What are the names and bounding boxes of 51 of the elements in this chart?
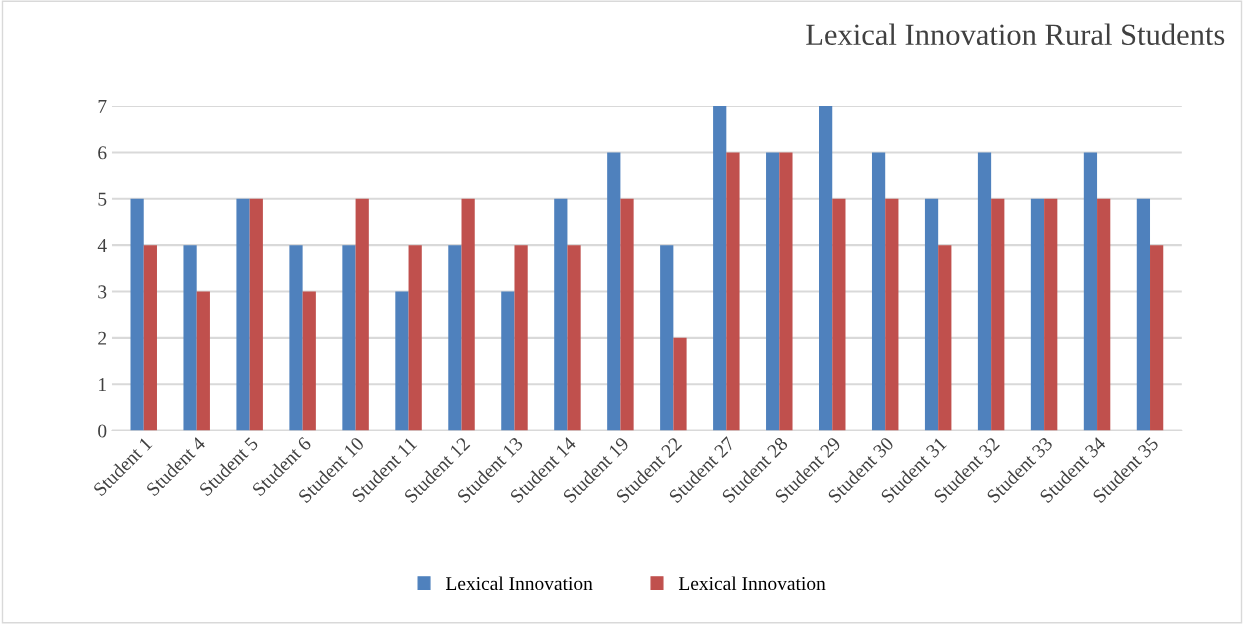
bar <box>991 198 1005 431</box>
bar <box>819 106 833 431</box>
bar <box>143 245 157 431</box>
y-tick-label: 5 <box>98 192 107 206</box>
bar <box>713 106 727 431</box>
bar <box>871 152 886 431</box>
bar <box>832 198 846 431</box>
bar <box>673 337 687 431</box>
bar <box>461 198 475 431</box>
bar <box>514 245 528 431</box>
bar <box>924 198 939 431</box>
bar <box>289 245 303 431</box>
bar <box>130 198 144 431</box>
y-tick-label: 0 <box>98 424 107 438</box>
bar <box>554 198 568 431</box>
bar <box>501 291 515 431</box>
bar <box>196 291 210 431</box>
y-tick-label: 4 <box>97 239 107 252</box>
bar <box>1136 198 1151 431</box>
bar <box>1083 152 1098 431</box>
bar <box>1097 198 1111 431</box>
bar <box>236 198 250 431</box>
bar <box>620 198 634 431</box>
bar <box>1150 245 1164 431</box>
bar <box>607 152 621 431</box>
legend-label: Lexical Innovation <box>678 576 826 591</box>
bar <box>726 152 740 431</box>
y-tick-label: 1 <box>99 378 106 391</box>
bar <box>183 245 197 431</box>
y-tick-label: 7 <box>98 100 107 113</box>
y-tick-label: 6 <box>98 146 107 160</box>
bar <box>977 152 992 431</box>
bar <box>766 152 780 431</box>
y-tick-label: 2 <box>98 331 107 345</box>
bar <box>885 198 899 431</box>
bar <box>1044 198 1058 431</box>
bar <box>249 198 263 431</box>
bar <box>302 291 316 431</box>
bar <box>660 245 674 431</box>
bar <box>342 245 356 431</box>
bar <box>938 245 952 431</box>
bar <box>448 245 462 431</box>
bar <box>1030 198 1045 431</box>
bar <box>567 245 581 431</box>
bar <box>395 291 409 431</box>
bar <box>408 245 422 431</box>
bar <box>779 152 793 431</box>
bar <box>355 198 369 431</box>
legend-label: Lexical Innovation <box>445 576 593 591</box>
y-tick-label: 3 <box>98 285 107 299</box>
chart-title: Lexical Innovation Rural Students <box>806 23 1225 46</box>
